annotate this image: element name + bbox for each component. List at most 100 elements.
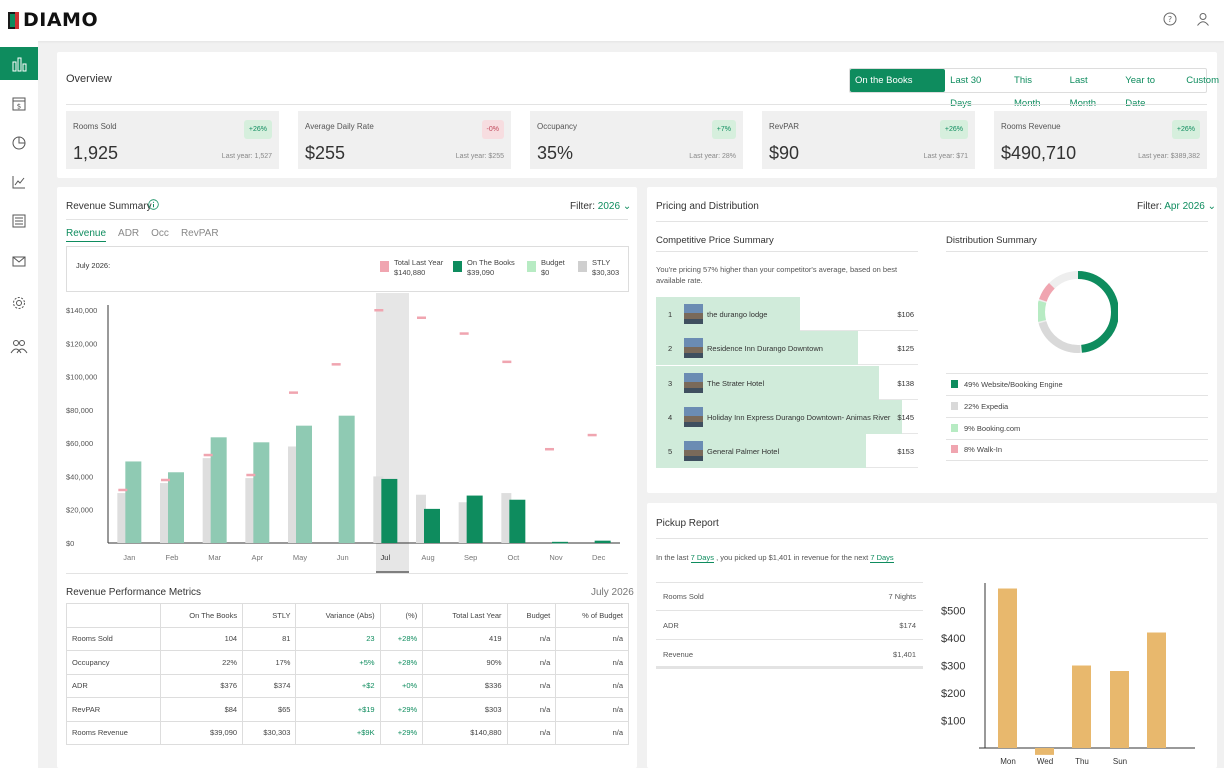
bar-on-the-books[interactable]	[296, 425, 312, 543]
tab-occ[interactable]: Occ	[151, 228, 169, 239]
table-cell: $376	[159, 673, 244, 698]
list-item[interactable]: 4 Holiday Inn Express Durango Downtown- A…	[656, 399, 918, 434]
range-tab-1[interactable]: Last 30 Days	[950, 75, 982, 109]
table-cell: n/a	[555, 650, 629, 675]
pickup-period-link-a[interactable]: 7 Days	[690, 553, 714, 563]
bar-stly[interactable]	[458, 502, 469, 543]
bar-on-the-books[interactable]	[466, 495, 483, 543]
list-item[interactable]: 3 The Strater Hotel $138	[656, 365, 918, 400]
range-tab-0[interactable]: On the Books (2026)	[850, 69, 946, 109]
kpi-label: Occupancy	[537, 122, 578, 131]
pickup-bar[interactable]	[1147, 632, 1166, 749]
app-logo[interactable]: DIAMO	[8, 9, 98, 31]
revenue-filter[interactable]: Filter: 2026 ⌄	[570, 201, 631, 212]
table-cell: +5%	[295, 650, 381, 675]
bar-on-the-books[interactable]	[552, 541, 568, 544]
pricing-filter[interactable]: Filter: Apr 2026 ⌄	[1137, 201, 1216, 212]
pickup-period-link-b[interactable]: 7 Days	[870, 553, 894, 563]
revenue-tabs: Revenue ADR Occ RevPAR	[66, 228, 231, 242]
gear-icon	[13, 296, 25, 309]
question-circle-icon[interactable]: ?	[1163, 12, 1177, 26]
bar-on-the-books[interactable]	[168, 472, 184, 543]
range-tab-4[interactable]: Year to Date	[1125, 75, 1156, 109]
sidebar-item-dashboard[interactable]	[0, 47, 38, 80]
marker-total-last-year[interactable]	[203, 453, 213, 457]
pickup-bar[interactable]	[1110, 671, 1129, 748]
x-tick-label: Dec	[592, 553, 606, 562]
marker-total-last-year[interactable]	[161, 478, 170, 482]
bar-on-the-books[interactable]	[338, 415, 355, 543]
donut-slice[interactable]	[1038, 271, 1118, 353]
range-tab-2[interactable]: This Month	[1014, 75, 1041, 109]
user-icon[interactable]	[1196, 12, 1210, 26]
table-cell: 17%	[242, 650, 297, 675]
competitor-name: The Strater Hotel	[707, 378, 765, 388]
marker-total-last-year[interactable]	[331, 363, 341, 366]
table-cell: +$19	[295, 697, 381, 722]
bar-on-the-books[interactable]	[594, 540, 611, 543]
bar-on-the-books[interactable]	[253, 442, 270, 543]
donut-slice[interactable]	[1038, 271, 1118, 353]
marker-total-last-year[interactable]	[118, 488, 128, 492]
tab-revenue[interactable]: Revenue	[66, 228, 107, 242]
marker-total-last-year[interactable]	[459, 332, 469, 335]
competitive-note: You're pricing 57% higher than your comp…	[656, 265, 898, 285]
tooltip-item: Total Last Year $140,880	[380, 258, 443, 278]
pickup-bar[interactable]	[1072, 665, 1091, 749]
table-cell: +$2	[295, 673, 381, 698]
tab-adr[interactable]: ADR	[118, 228, 140, 239]
bar-on-the-books[interactable]	[509, 499, 526, 543]
list-item[interactable]: 1 the durango lodge $106	[656, 297, 918, 331]
legend-swatch	[453, 261, 462, 272]
list-item[interactable]: 5 General Palmer Hotel $153	[656, 434, 918, 469]
column-header: Variance (Abs)	[295, 603, 381, 628]
bar-stly[interactable]	[117, 493, 128, 543]
column-header: Budget	[506, 603, 557, 628]
sidebar-item-settings-panel[interactable]	[0, 204, 38, 237]
pickup-bar[interactable]	[1035, 748, 1054, 755]
marker-total-last-year[interactable]	[587, 433, 597, 437]
list-item[interactable]: 2 Residence Inn Durango Downtown $125	[656, 331, 918, 366]
bar-on-the-books[interactable]	[125, 461, 142, 543]
y-tick-label: $140,000	[66, 306, 97, 315]
range-tab-5[interactable]: Custom	[1186, 75, 1219, 86]
table-cell: +$9K	[295, 720, 381, 745]
bar-stly[interactable]	[245, 478, 256, 543]
chevron-down-icon: ⌄	[622, 201, 632, 212]
marker-total-last-year[interactable]	[246, 473, 256, 477]
table-cell: 419	[422, 626, 508, 651]
sidebar-item-mail[interactable]	[0, 244, 38, 277]
pickup-bar[interactable]	[998, 588, 1017, 749]
marker-total-last-year[interactable]	[289, 391, 298, 394]
info-icon[interactable]	[148, 199, 159, 210]
bar-stly[interactable]	[501, 493, 512, 543]
bar-stly[interactable]	[202, 458, 213, 543]
metrics-title: Revenue Performance Metrics	[66, 587, 202, 598]
legend-label: 8% Walk-In	[964, 445, 1003, 455]
pickup-row-label: Rooms Sold	[663, 592, 704, 601]
bar-on-the-books[interactable]	[381, 478, 398, 543]
bar-stly[interactable]	[288, 446, 298, 543]
bar-stly[interactable]	[416, 494, 426, 543]
range-tab-3[interactable]: Last Month	[1069, 75, 1097, 109]
competitor-rank: 5	[668, 447, 673, 457]
donut-slice[interactable]	[1038, 271, 1118, 353]
bar-on-the-books[interactable]	[210, 437, 227, 543]
marker-total-last-year[interactable]	[374, 309, 384, 312]
sidebar-item-trends[interactable]	[0, 165, 38, 198]
sidebar-item-users[interactable]	[0, 329, 38, 362]
bar-stly[interactable]	[373, 476, 384, 543]
tab-revpar[interactable]: RevPAR	[180, 228, 219, 239]
bar-on-the-books[interactable]	[424, 508, 440, 543]
tooltip-item-name: Budget	[541, 258, 565, 267]
marker-total-last-year[interactable]	[545, 447, 554, 451]
bar-stly[interactable]	[160, 483, 170, 543]
marker-total-last-year[interactable]	[417, 316, 426, 319]
table-cell: n/a	[506, 720, 557, 745]
sidebar-item-calendar[interactable]: $	[0, 86, 38, 119]
kpi-label: Rooms Revenue	[1001, 122, 1061, 131]
sidebar-item-settings[interactable]	[0, 286, 38, 319]
competitor-rank: 3	[668, 378, 673, 388]
sidebar-item-pie[interactable]	[0, 126, 38, 159]
marker-total-last-year[interactable]	[502, 360, 512, 364]
